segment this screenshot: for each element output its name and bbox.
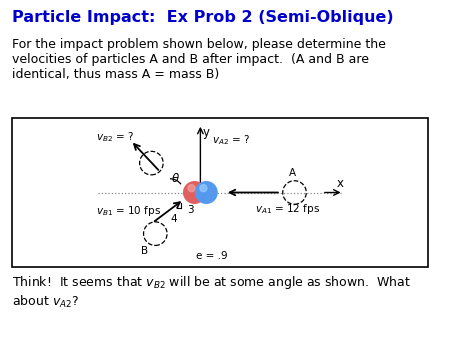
Circle shape (184, 182, 205, 203)
Text: For the impact problem shown below, please determine the
velocities of particles: For the impact problem shown below, plea… (12, 38, 386, 81)
Text: e = .9: e = .9 (197, 251, 228, 261)
Text: y: y (202, 126, 209, 139)
Text: Think!  It seems that $v_{B2}$ will be at some angle as shown.  What
about $v_{A: Think! It seems that $v_{B2}$ will be at… (12, 274, 411, 310)
Text: 3: 3 (187, 205, 194, 215)
Text: Particle Impact:  Ex Prob 2 (Semi-Oblique): Particle Impact: Ex Prob 2 (Semi-Oblique… (12, 10, 394, 25)
Text: B: B (140, 246, 148, 257)
Text: $v_{B1}$ = 10 fps: $v_{B1}$ = 10 fps (96, 204, 162, 218)
Text: $v_{A2}$ = ?: $v_{A2}$ = ? (212, 134, 250, 147)
Circle shape (188, 185, 195, 192)
Text: x: x (337, 176, 343, 190)
Text: A: A (288, 168, 296, 178)
Circle shape (196, 182, 217, 203)
Text: $\theta$: $\theta$ (171, 172, 180, 185)
Text: $v_{B2}$ = ?: $v_{B2}$ = ? (96, 130, 135, 144)
Text: $v_{A1}$ = 12 fps: $v_{A1}$ = 12 fps (255, 202, 320, 216)
Text: 4: 4 (171, 214, 177, 224)
Circle shape (200, 185, 207, 192)
Bar (12, 118, 428, 267)
